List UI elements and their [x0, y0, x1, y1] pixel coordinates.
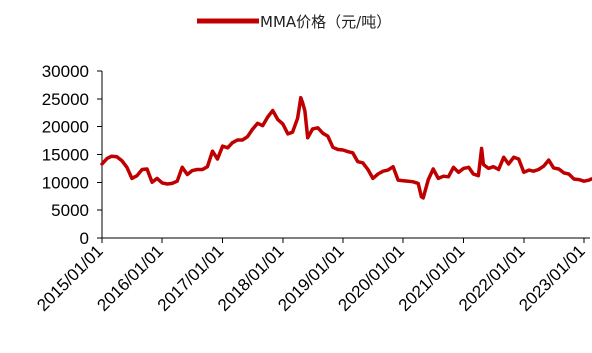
y-tick-label: 25000 [42, 90, 89, 109]
x-axis: 2015/01/012016/01/012017/01/012018/01/01… [33, 237, 590, 315]
y-axis: 0 5000 10000 15000 20000 25000 30000 [42, 62, 103, 248]
x-tick-label: 2023/01/01 [515, 241, 589, 315]
y-tick-label: 30000 [42, 62, 89, 81]
series-line-0 [100, 95, 592, 200]
series-group [100, 95, 592, 200]
y-tick-label: 10000 [42, 173, 89, 192]
y-tick-label: 0 [80, 229, 89, 248]
y-tick-label: 5000 [51, 201, 89, 220]
y-tick-label: 20000 [42, 118, 89, 137]
y-tick-label: 15000 [42, 146, 89, 165]
legend: MMA价格（元/吨） [197, 13, 391, 31]
legend-label: MMA价格（元/吨） [260, 13, 391, 31]
